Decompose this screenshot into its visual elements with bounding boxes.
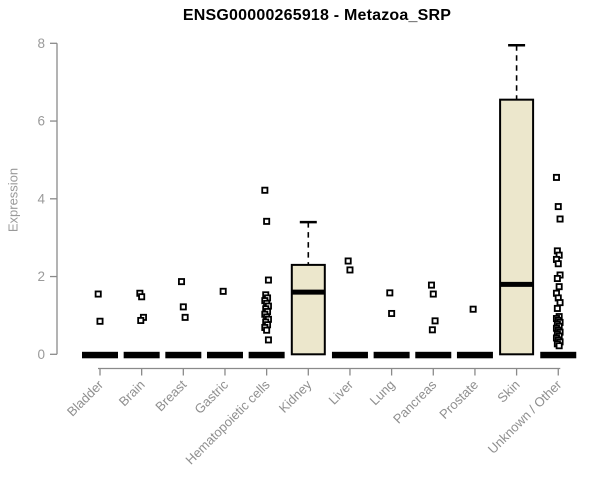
x-category-label: Breast (152, 377, 189, 414)
box (499, 98, 535, 356)
outlier-point (263, 326, 271, 334)
outlier-point (346, 266, 354, 274)
collapsed-box (373, 351, 410, 359)
outlier-point (554, 203, 562, 211)
outlier-point (556, 299, 564, 307)
outlier-point (181, 313, 189, 321)
collapsed-box (82, 351, 118, 359)
outlier-point (555, 342, 563, 350)
x-category-label: Brain (116, 377, 148, 409)
collapsed-box (456, 351, 493, 359)
outlier-point (261, 186, 269, 194)
x-category-label: Kidney (276, 377, 315, 416)
outlier-point (344, 257, 352, 265)
outlier-point (137, 316, 145, 324)
x-category-label: Unknown / Other (485, 377, 565, 457)
x-category-label: Lung (367, 377, 398, 408)
outlier-point (388, 309, 396, 317)
y-tick-label: 0 (37, 347, 45, 362)
x-category-label: Prostate (436, 377, 481, 422)
outlier-point (138, 293, 146, 301)
collapsed-box (206, 351, 243, 359)
x-category-label: Liver (326, 377, 357, 408)
outlier-point (178, 278, 186, 286)
chart-title: ENSG00000265918 - Metazoa_SRP (182, 7, 452, 24)
collapsed-box (248, 351, 285, 359)
outlier-point (431, 317, 439, 325)
outlier-point (428, 326, 436, 334)
collapsed-box (165, 351, 202, 359)
box (290, 263, 326, 356)
outlier-point (264, 336, 272, 344)
outlier-point (179, 303, 187, 311)
outlier-point (263, 217, 271, 225)
x-category-label: Skin (494, 377, 522, 405)
outlier-point (427, 281, 435, 289)
y-tick-label: 2 (37, 269, 45, 284)
x-category-label: Pancreas (390, 377, 440, 427)
outlier-point (96, 317, 104, 325)
outlier-point (553, 274, 561, 282)
collapsed-box (123, 351, 160, 359)
outlier-point (94, 290, 102, 298)
outlier-point (554, 260, 562, 268)
outlier-point (219, 287, 227, 295)
outlier-point (469, 305, 477, 313)
collapsed-box (540, 351, 577, 359)
x-category-label: Bladder (64, 377, 107, 420)
y-tick-label: 4 (37, 191, 45, 206)
outlier-point (556, 215, 564, 223)
outlier-point (429, 290, 437, 298)
outlier-point (555, 283, 563, 291)
collapsed-box (331, 351, 368, 359)
outlier-point (264, 276, 272, 284)
outlier-point (552, 173, 560, 181)
outlier-point (553, 304, 561, 312)
y-tick-label: 8 (37, 36, 45, 51)
y-tick-label: 6 (37, 114, 45, 129)
collapsed-box (415, 351, 452, 359)
outlier-point (386, 289, 394, 297)
x-category-label: Gastric (191, 377, 231, 417)
